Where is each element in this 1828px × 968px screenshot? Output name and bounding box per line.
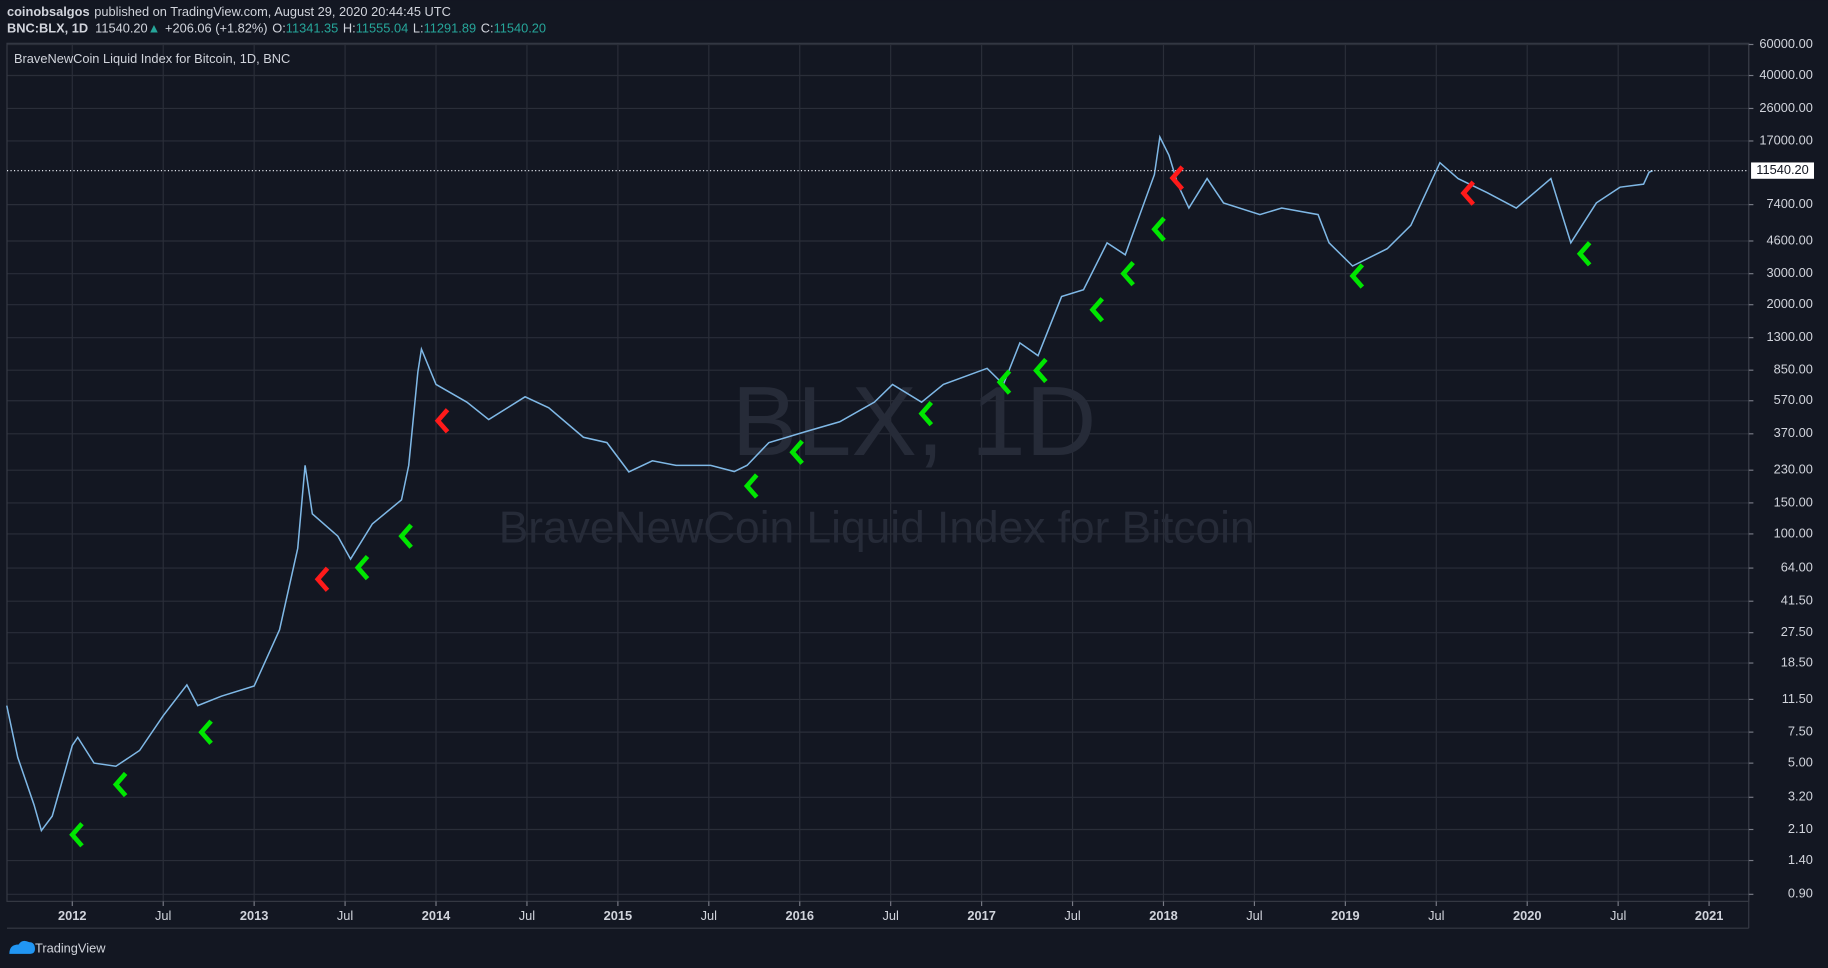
y-tick-label: 26000.00: [1759, 100, 1812, 115]
chart-title: BraveNewCoin Liquid Index for Bitcoin, 1…: [14, 51, 290, 66]
x-tick-label: Jul: [1610, 908, 1626, 923]
y-tick-label: 7.50: [1788, 723, 1813, 738]
y-tick-label: 17000.00: [1759, 132, 1812, 147]
publisher: coinobsalgos: [7, 4, 90, 19]
symbol: BNC:BLX, 1D: [7, 21, 88, 36]
y-tick-label: 2000.00: [1767, 296, 1813, 311]
high: 11555.04: [356, 21, 409, 36]
buy-signal: [1576, 241, 1592, 267]
buy-signal: [743, 473, 759, 499]
close: 11540.20: [494, 21, 547, 36]
buy-signal: [398, 523, 413, 549]
high-label: H:: [343, 21, 356, 36]
y-tick-label: 150.00: [1774, 494, 1813, 509]
x-tick-label: Jul: [1064, 908, 1080, 923]
buy-signal: [996, 369, 1012, 395]
y-tick-label: 230.00: [1774, 462, 1813, 477]
x-tick-label: 2018: [1149, 908, 1178, 923]
y-tick-label: 27.50: [1781, 624, 1813, 639]
buy-signal: [1089, 297, 1105, 323]
y-tick-label: 370.00: [1774, 425, 1813, 440]
x-tick-label: Jul: [1428, 908, 1444, 923]
y-tick-label: 11.50: [1782, 691, 1813, 706]
header-line: coinobsalgos published on TradingView.com…: [7, 4, 451, 19]
footer-brand: TradingView: [35, 941, 106, 956]
x-tick-label: 2014: [422, 908, 451, 923]
x-tick-label: 2012: [58, 908, 87, 923]
buy-signal: [198, 719, 213, 745]
last-price-box: [1751, 162, 1815, 179]
buy-signal: [789, 439, 804, 465]
x-tick-label: 2017: [967, 908, 996, 923]
price-line: [6, 134, 1653, 833]
sell-signal: [434, 408, 450, 434]
y-tick-label: 64.00: [1781, 559, 1813, 574]
x-tick-label: Jul: [1246, 908, 1262, 923]
y-tick-label: 3.20: [1788, 789, 1813, 804]
sell-signal: [314, 566, 330, 592]
y-tick-label: 18.50: [1781, 654, 1813, 669]
buy-signal: [112, 771, 128, 798]
sell-signal: [1169, 165, 1185, 191]
y-tick-label: 41.50: [1781, 593, 1813, 608]
open-label: O:: [272, 21, 286, 36]
x-tick-label: Jul: [337, 908, 353, 923]
published: published on TradingView.com, August 29,…: [94, 4, 451, 19]
quote-line: BNC:BLX, 1D 11540.20▲ +206.06 (+1.82%) O:11…: [7, 21, 546, 36]
x-tick-label: 2020: [1513, 908, 1542, 923]
y-tick-label: 4600.00: [1767, 232, 1813, 247]
buy-signal: [1120, 261, 1135, 287]
buy-signal: [1033, 357, 1048, 384]
y-tick-label: 40000.00: [1759, 67, 1812, 82]
y-tick-label: 0.90: [1788, 886, 1813, 901]
y-tick-label: 60000.00: [1759, 36, 1812, 51]
y-tick-label: 5.00: [1788, 755, 1813, 770]
x-tick-label: 2016: [785, 908, 814, 923]
footer-logo: [9, 940, 35, 954]
low-label: L:: [413, 21, 424, 36]
y-tick-label: 100.00: [1774, 525, 1813, 540]
y-tick-label: 570.00: [1774, 392, 1813, 407]
y-tick-label: 850.00: [1774, 362, 1813, 377]
close-label: C:: [481, 21, 494, 36]
x-tick-label: 2021: [1695, 908, 1724, 923]
x-tick-label: Jul: [519, 908, 535, 923]
low: 11291.89: [424, 21, 477, 36]
price: 11540.20: [95, 21, 148, 36]
x-tick-label: Jul: [701, 908, 717, 923]
y-tick-label: 1300.00: [1767, 329, 1813, 344]
y-tick-label: 2.10: [1788, 821, 1813, 836]
x-tick-label: Jul: [155, 908, 171, 923]
change-arrow: ▲: [148, 21, 161, 36]
x-tick-label: 2015: [604, 908, 633, 923]
y-tick-label: 1.40: [1788, 852, 1813, 867]
y-tick-label: 3000.00: [1767, 265, 1813, 280]
buy-signal: [69, 822, 84, 848]
y-tick-label: 7400.00: [1767, 196, 1813, 211]
buy-signal: [354, 554, 370, 581]
x-tick-label: 2019: [1331, 908, 1360, 923]
last-price-label: 11540.20: [1756, 162, 1809, 177]
x-tick-label: Jul: [882, 908, 898, 923]
watermark-name: BraveNewCoin Liquid Index for Bitcoin: [499, 503, 1255, 552]
watermark-symbol: BLX, 1D: [732, 366, 1097, 476]
buy-signal: [918, 400, 934, 427]
x-tick-label: 2013: [240, 908, 269, 923]
buy-signal: [1349, 263, 1365, 289]
open: 11341.35: [286, 21, 339, 36]
change: +206.06 (+1.82%): [165, 21, 268, 36]
data: [6, 134, 1749, 848]
grid: [6, 43, 1749, 902]
sell-signal: [1460, 180, 1476, 206]
buy-signal: [1151, 216, 1166, 242]
